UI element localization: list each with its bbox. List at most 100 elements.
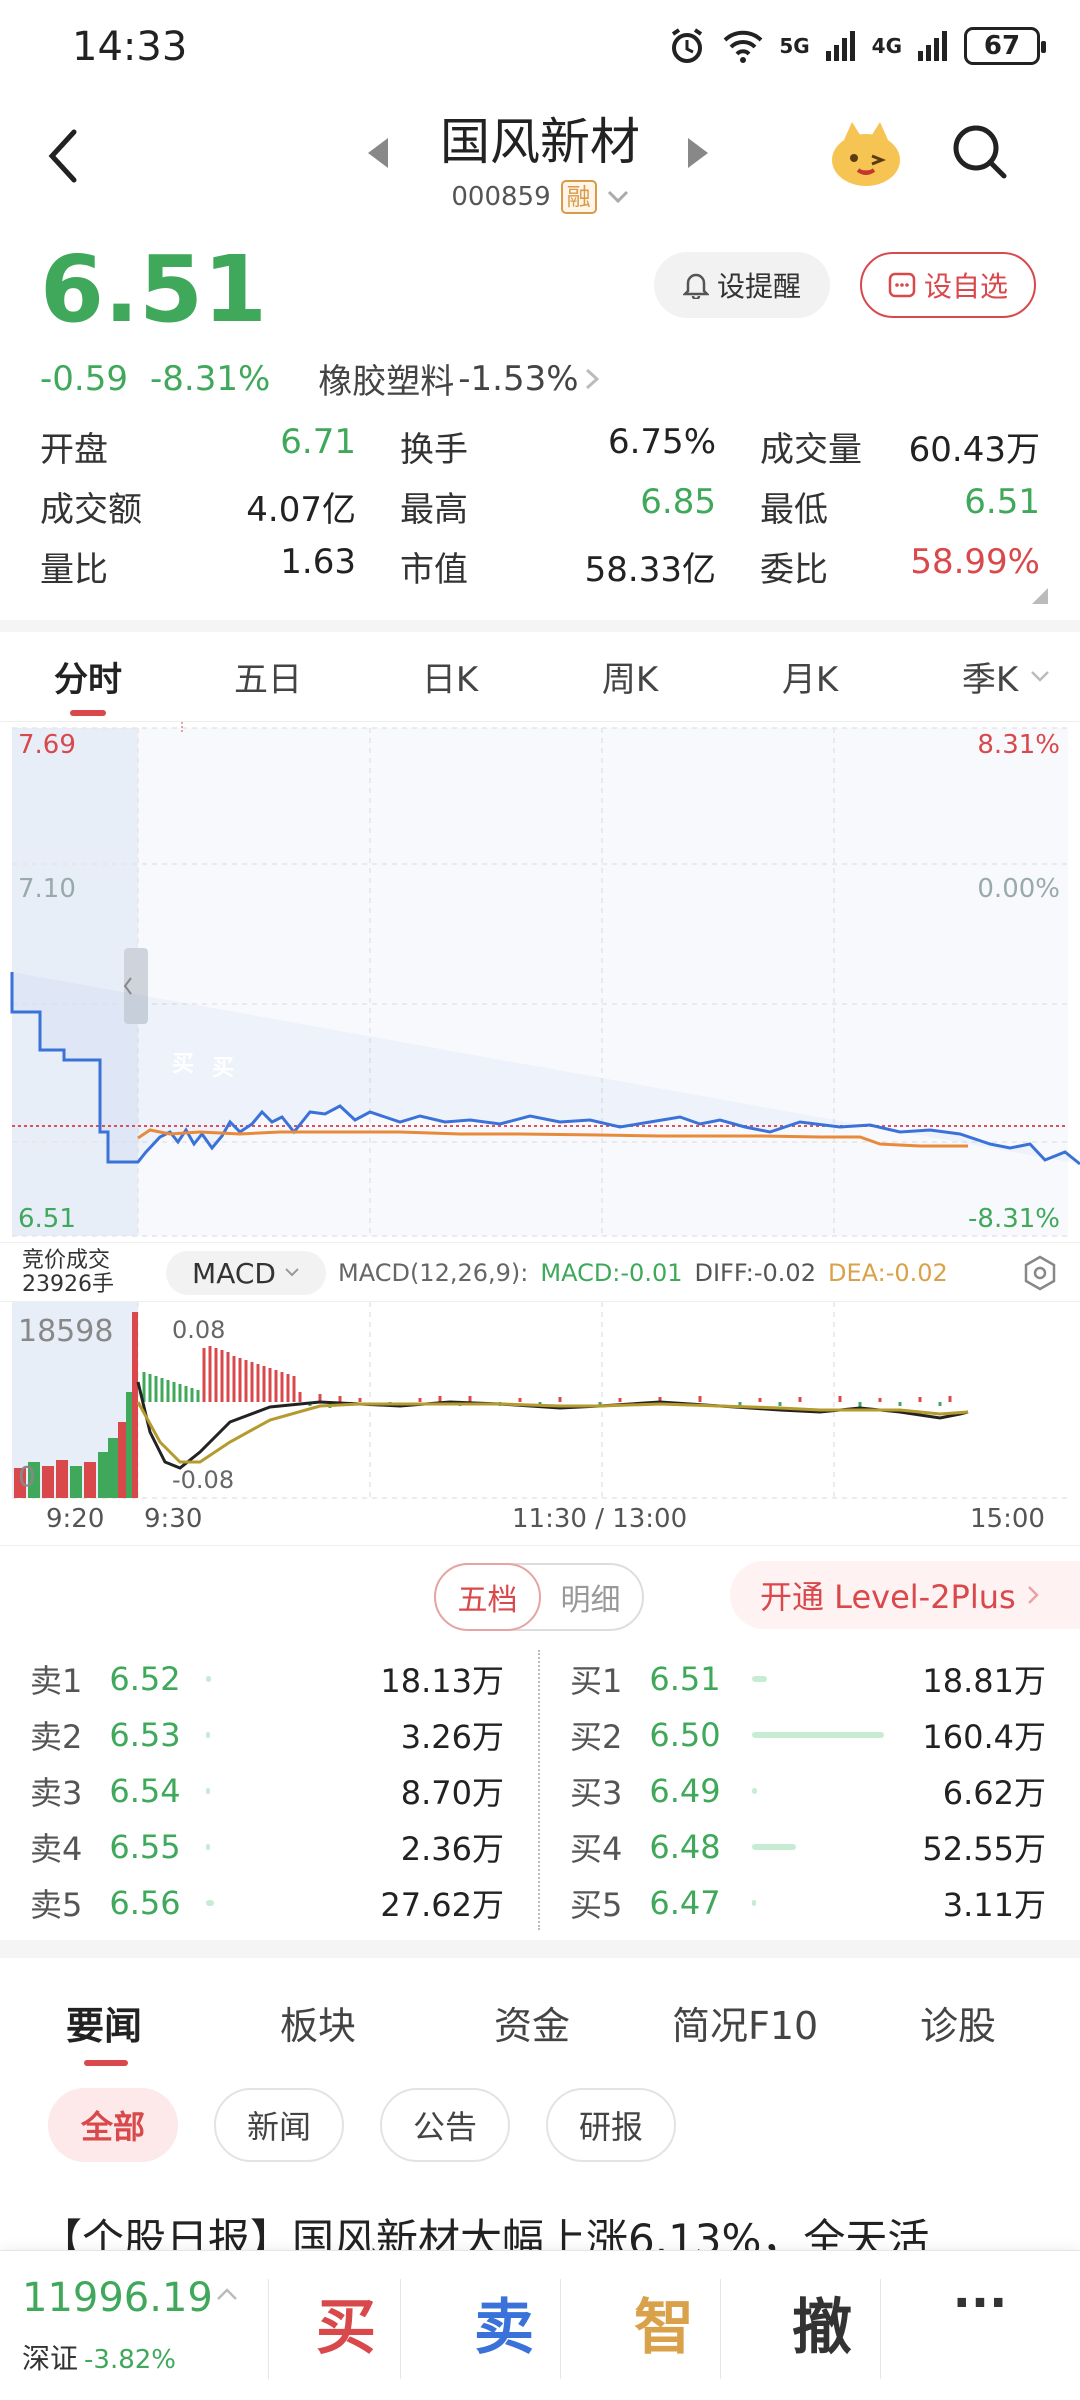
filter-news[interactable]: 新闻 — [214, 2088, 344, 2162]
chevron-down-icon — [285, 1268, 299, 1277]
tab-weekly-k[interactable]: 周K — [601, 660, 659, 700]
indicator-selector[interactable]: MACD — [166, 1251, 326, 1295]
sector-name: 橡胶塑料 — [318, 362, 455, 402]
tab-profile-f10[interactable]: 简况F10 — [672, 2004, 819, 2048]
indicator-bar: 竞价成交 23926手 MACD MACD(12,26,9): MACD:-0.… — [0, 1242, 1080, 1302]
tab-intraday[interactable]: 分时 — [54, 660, 122, 700]
level2-label: 开通 Level-2Plus — [760, 1578, 1016, 1616]
time-label: 15:00 — [970, 1504, 1045, 1534]
status-bar: 14:33 5G 4G 67 — [0, 0, 1080, 100]
bid-row[interactable]: 买4 6.48 52.55万 — [570, 1819, 1046, 1875]
volume-axis-zero: 0 — [18, 1460, 36, 1493]
volume-macd-chart[interactable]: 18598 0 0.08 -0.08 — [0, 1302, 1080, 1502]
intraday-chart[interactable]: 7.69 7.10 6.51 8.31% 0.00% -8.31% — [0, 686, 1080, 1242]
tab-sectors[interactable]: 板块 — [280, 2004, 357, 2048]
ask-row[interactable]: 卖3 6.54 8.70万 — [30, 1763, 504, 1819]
tab-five-day[interactable]: 五日 — [234, 660, 302, 700]
index-value[interactable]: 11996.19 — [22, 2275, 213, 2321]
auction-volume: 23926手 — [22, 1272, 114, 1297]
battery-icon: 67 — [964, 27, 1046, 65]
stat-value: 60.43万 — [908, 429, 1040, 470]
network-5g-label: 5G — [779, 34, 810, 58]
tab-funds[interactable]: 资金 — [494, 2004, 571, 2048]
sector-link[interactable]: 橡胶塑料 -1.53% — [318, 354, 600, 403]
tab-diagnosis[interactable]: 诊股 — [920, 2004, 997, 2048]
filter-research[interactable]: 研报 — [546, 2088, 676, 2162]
sell-button[interactable]: 卖 — [474, 2293, 534, 2363]
mascot-icon[interactable] — [826, 112, 906, 192]
ask-row[interactable]: 卖1 6.52 18.13万 — [30, 1651, 504, 1707]
news-tabs: 要闻 板块 资金 简况F10 诊股 — [0, 1960, 1080, 2070]
back-icon[interactable] — [44, 126, 84, 186]
tab-daily-k[interactable]: 日K — [421, 660, 479, 700]
divider — [0, 620, 1080, 632]
ask-volume: 3.26万 — [400, 1718, 504, 1756]
level2-upgrade-button[interactable]: 开通 Level-2Plus — [730, 1561, 1080, 1629]
ask-row[interactable]: 卖5 6.56 27.62万 — [30, 1875, 504, 1931]
volume-macd-svg — [12, 1302, 1068, 1499]
quote-panel: 6.51 设提醒 设自选 -0.59 -8.31% 橡胶塑料 -1.53% 开盘… — [0, 230, 1080, 620]
smart-trade-button[interactable]: 智 — [634, 2293, 694, 2363]
chevron-left-icon — [123, 977, 132, 995]
bid-row[interactable]: 买5 6.47 3.11万 — [570, 1875, 1046, 1931]
chevron-down-icon[interactable] — [1030, 670, 1050, 684]
diff-value: DIFF:-0.02 — [694, 1259, 816, 1287]
bid-volume-bar — [752, 1788, 758, 1794]
trading-area — [138, 728, 1068, 1236]
pct-axis-low: -8.31% — [968, 1204, 1060, 1234]
wifi-icon — [723, 30, 763, 63]
stat-label: 成交额 — [40, 489, 142, 530]
tab-detail[interactable]: 明细 — [560, 1583, 621, 1618]
chevron-up-icon[interactable] — [216, 2287, 238, 2301]
tab-monthly-k[interactable]: 月K — [781, 660, 839, 700]
ask-row[interactable]: 卖4 6.55 2.36万 — [30, 1819, 504, 1875]
collapse-handle[interactable] — [124, 948, 148, 1024]
set-alert-button[interactable]: 设提醒 — [654, 252, 830, 318]
stat-label: 最高 — [400, 489, 468, 530]
settings-icon[interactable] — [1022, 1255, 1058, 1291]
index-name: 深证 — [22, 2342, 79, 2375]
ask-row[interactable]: 卖2 6.53 3.26万 — [30, 1707, 504, 1763]
bid-level: 买3 — [570, 1774, 623, 1812]
auction-info: 竞价成交 23926手 — [22, 1249, 114, 1297]
next-stock-icon[interactable] — [686, 136, 710, 170]
bid-volume-bar — [752, 1732, 884, 1738]
ask-price: 6.56 — [109, 1884, 181, 1922]
margin-badge: 融 — [560, 180, 597, 214]
time-label: 9:20 — [46, 1504, 105, 1534]
prev-stock-icon[interactable] — [366, 136, 390, 170]
tab-headlines[interactable]: 要闻 — [66, 2004, 143, 2048]
ask-level: 卖3 — [30, 1774, 83, 1812]
news-filters: 全部 新闻 公告 研报 — [0, 2080, 1080, 2170]
orderbook-toggle: 五档 明细 — [434, 1563, 644, 1631]
cancel-order-button[interactable]: 撤 — [792, 2293, 852, 2363]
stat-value: 6.51 — [964, 481, 1040, 522]
filter-all[interactable]: 全部 — [48, 2088, 178, 2162]
more-button[interactable]: ··· — [952, 2275, 1008, 2331]
bid-level: 买2 — [570, 1718, 623, 1756]
favorite-icon — [888, 272, 916, 298]
news-headline[interactable]: 【个股日报】国风新材大幅上涨6.13%，全天活 — [40, 2215, 930, 2250]
bid-row[interactable]: 买1 6.51 18.81万 — [570, 1651, 1046, 1707]
indicator-name: MACD — [192, 1256, 276, 1290]
status-time: 14:33 — [72, 24, 188, 70]
chevron-right-icon — [585, 368, 599, 389]
ask-volume-bar — [206, 1676, 212, 1682]
filter-announcements[interactable]: 公告 — [380, 2088, 510, 2162]
bid-row[interactable]: 买2 6.50 160.4万 — [570, 1707, 1046, 1763]
search-icon[interactable] — [950, 122, 1010, 182]
tab-quarterly-k[interactable]: 季K — [961, 660, 1019, 700]
bid-volume: 3.11万 — [942, 1886, 1046, 1924]
y-axis-low: 6.51 — [18, 1204, 76, 1234]
chevron-down-icon[interactable] — [607, 189, 629, 205]
pct-axis-mid: 0.00% — [977, 874, 1060, 904]
tab-five-levels[interactable]: 五档 — [434, 1563, 541, 1631]
buy-button[interactable]: 买 — [316, 2293, 376, 2363]
macd-histogram — [142, 1346, 952, 1408]
bid-row[interactable]: 买3 6.49 6.62万 — [570, 1763, 1046, 1819]
expand-corner-icon[interactable] — [1032, 588, 1048, 604]
bid-volume: 18.81万 — [922, 1662, 1046, 1700]
add-favorite-button[interactable]: 设自选 — [860, 252, 1036, 318]
intraday-chart-svg — [10, 686, 1080, 1237]
sector-pct: -1.53% — [458, 358, 579, 399]
